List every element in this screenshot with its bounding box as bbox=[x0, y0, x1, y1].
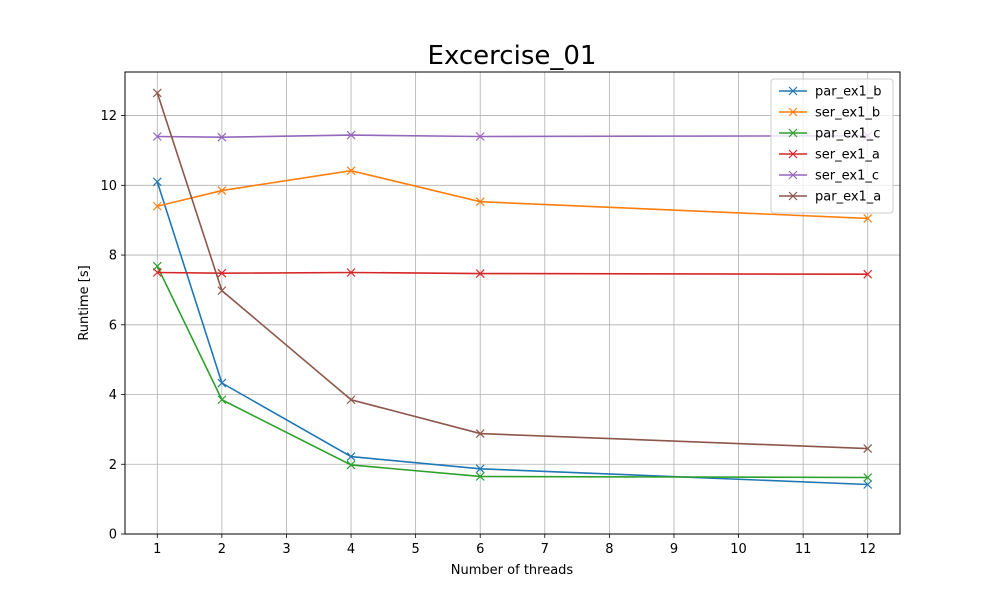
legend-item: ser_ex1_c bbox=[779, 169, 879, 184]
legend: par_ex1_b ser_ex1_b par_ex1_c ser_ex1_a ser_… bbox=[770, 78, 894, 214]
x-tick-label: 1 bbox=[153, 542, 161, 557]
data-point bbox=[217, 395, 227, 405]
series-layer bbox=[152, 88, 873, 489]
y-tick-label: 6 bbox=[109, 318, 117, 333]
data-point bbox=[152, 132, 162, 141]
data-point bbox=[863, 214, 873, 223]
legend-item: ser_ex1_b bbox=[779, 106, 880, 121]
y-tick-label: 2 bbox=[109, 458, 117, 473]
legend-marker bbox=[788, 128, 798, 138]
legend-label: par_ex1_a bbox=[815, 190, 881, 205]
data-point bbox=[346, 452, 356, 462]
y-tick-label: 12 bbox=[100, 109, 117, 124]
data-point bbox=[346, 395, 356, 405]
legend-marker bbox=[788, 86, 798, 96]
legend-label: par_ex1_c bbox=[815, 127, 880, 142]
x-tick-label: 8 bbox=[605, 542, 613, 557]
x-axis-label: Number of threads bbox=[451, 563, 574, 578]
data-point bbox=[346, 268, 356, 277]
legend-label: ser_ex1_a bbox=[815, 148, 880, 163]
data-point bbox=[475, 429, 485, 439]
x-tick-label: 11 bbox=[795, 542, 812, 557]
data-point bbox=[863, 473, 873, 482]
data-point bbox=[475, 269, 485, 278]
data-point bbox=[863, 480, 873, 489]
plot-frame bbox=[124, 71, 901, 535]
data-point bbox=[475, 472, 485, 481]
x-tick-label: 7 bbox=[541, 542, 549, 557]
series-ser_ex1_b bbox=[152, 166, 873, 223]
chart-title: Excercise_01 bbox=[428, 41, 597, 71]
x-tick-label: 4 bbox=[347, 542, 355, 557]
legend-marker bbox=[788, 149, 798, 159]
data-point bbox=[217, 378, 227, 388]
legend-item: ser_ex1_a bbox=[779, 148, 880, 163]
x-tick-label: 5 bbox=[411, 542, 419, 557]
data-point bbox=[152, 88, 162, 98]
legend-marker bbox=[788, 107, 798, 117]
data-point bbox=[217, 186, 227, 195]
legend-item: par_ex1_a bbox=[779, 190, 881, 205]
legend-marker bbox=[788, 170, 798, 180]
data-point bbox=[475, 464, 485, 474]
data-point bbox=[475, 132, 485, 141]
y-tick-label: 10 bbox=[100, 179, 117, 194]
x-tick-label: 6 bbox=[476, 542, 484, 557]
series-ser_ex1_a bbox=[152, 268, 873, 279]
legend-marker bbox=[788, 191, 798, 201]
series-par_ex1_c bbox=[152, 261, 873, 482]
x-tick-label: 10 bbox=[730, 542, 747, 557]
y-axis-label: Runtime [s] bbox=[77, 265, 92, 340]
legend-item: par_ex1_c bbox=[779, 127, 880, 142]
data-point bbox=[346, 460, 356, 470]
data-point bbox=[217, 286, 227, 296]
data-point bbox=[152, 268, 162, 277]
data-point bbox=[152, 261, 162, 271]
data-point bbox=[346, 130, 356, 140]
x-tick-label: 9 bbox=[670, 542, 678, 557]
data-point bbox=[863, 269, 873, 279]
legend-label: ser_ex1_c bbox=[815, 169, 879, 184]
data-point bbox=[217, 132, 227, 142]
x-tick-label: 3 bbox=[282, 542, 290, 557]
y-tick-label: 8 bbox=[109, 249, 117, 264]
data-point bbox=[863, 444, 873, 453]
y-tick-label: 0 bbox=[109, 528, 117, 543]
data-point bbox=[217, 268, 227, 278]
data-point bbox=[152, 201, 162, 211]
y-tick-label: 4 bbox=[109, 388, 117, 403]
x-tick-label: 2 bbox=[218, 542, 226, 557]
series-par_ex1_a bbox=[152, 88, 873, 453]
legend-label: ser_ex1_b bbox=[815, 106, 880, 121]
legend-item: par_ex1_b bbox=[779, 85, 882, 100]
legend-label: par_ex1_b bbox=[815, 85, 882, 100]
data-point bbox=[346, 166, 356, 176]
data-point bbox=[475, 197, 485, 207]
x-tick-label: 12 bbox=[859, 542, 876, 557]
data-point bbox=[152, 177, 162, 187]
series-par_ex1_b bbox=[152, 177, 873, 489]
